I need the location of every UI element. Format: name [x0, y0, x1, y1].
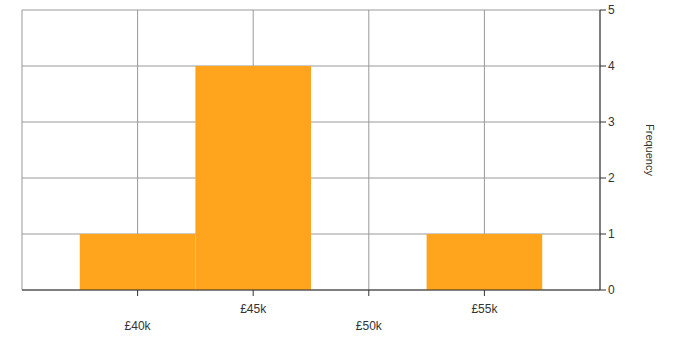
svg-text:£55k: £55k: [471, 302, 498, 316]
svg-text:£45k: £45k: [240, 302, 267, 316]
svg-text:£50k: £50k: [356, 319, 383, 333]
svg-text:3: 3: [608, 115, 615, 129]
svg-text:4: 4: [608, 59, 615, 73]
svg-text:0: 0: [608, 283, 615, 297]
svg-text:2: 2: [608, 171, 615, 185]
svg-text:5: 5: [608, 3, 615, 17]
svg-text:£40k: £40k: [125, 319, 152, 333]
svg-text:Frequency: Frequency: [644, 124, 656, 176]
svg-text:1: 1: [608, 227, 615, 241]
